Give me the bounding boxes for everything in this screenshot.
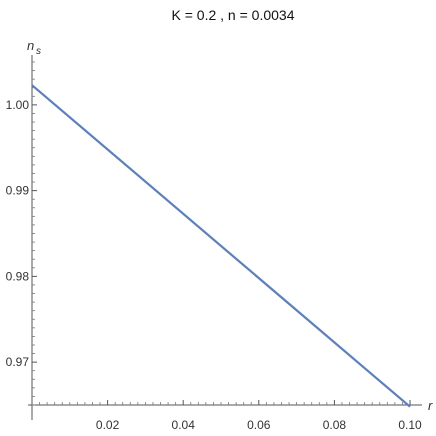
x-tick-label: 0.02 <box>96 418 120 432</box>
series <box>31 84 411 408</box>
series-line <box>31 84 411 408</box>
ticks: 0.02 0.04 0.06 0.08 0.10 0.97 0.98 0.99 1.00 <box>6 61 422 432</box>
y-tick-label: 1.00 <box>6 98 30 112</box>
y-tick-label: 0.99 <box>6 184 30 198</box>
y-axis-label-subscript: s <box>36 46 41 57</box>
axes <box>28 55 422 420</box>
x-axis-label: r <box>428 398 433 413</box>
x-tick-label: 0.06 <box>247 418 271 432</box>
y-axis-label-main: n <box>27 38 34 53</box>
y-axis-label: n s <box>27 38 41 57</box>
y-tick-label: 0.97 <box>6 355 30 369</box>
y-tick-label: 0.98 <box>6 269 30 283</box>
x-tick-label: 0.04 <box>172 418 196 432</box>
x-tick-label: 0.08 <box>323 418 347 432</box>
x-tick-label: 0.10 <box>398 418 422 432</box>
chart-title: K = 0.2 , n = 0.0034 <box>172 7 295 23</box>
